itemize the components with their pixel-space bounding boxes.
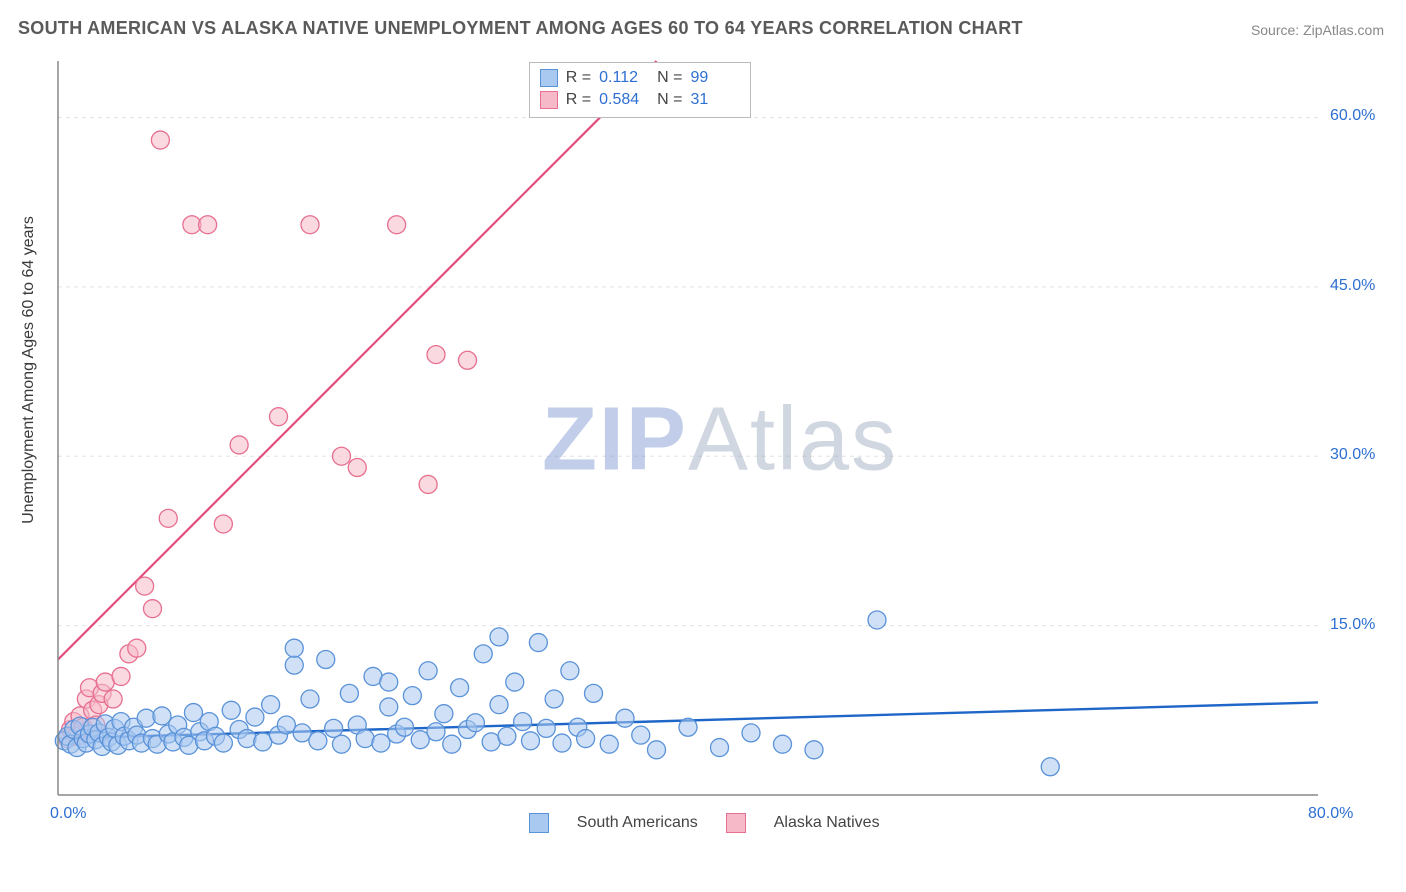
x-tick-label: 80.0% bbox=[1308, 805, 1353, 823]
n-label: N = bbox=[657, 89, 682, 111]
n-value: 31 bbox=[690, 89, 740, 111]
x-tick-label: 0.0% bbox=[50, 805, 86, 823]
legend: South Americans Alaska Natives bbox=[529, 813, 880, 833]
y-tick-label: 15.0% bbox=[1330, 616, 1375, 634]
legend-label: Alaska Natives bbox=[774, 814, 880, 832]
r-label: R = bbox=[566, 67, 591, 89]
y-axis-label: Unemployment Among Ages 60 to 64 years bbox=[20, 120, 38, 620]
y-tick-label: 60.0% bbox=[1330, 107, 1375, 125]
r-value: 0.584 bbox=[599, 89, 649, 111]
legend-label: South Americans bbox=[577, 814, 698, 832]
corr-row-south-americans: R = 0.112 N = 99 bbox=[540, 67, 741, 89]
correlation-box: R = 0.112 N = 99 R = 0.584 N = 31 bbox=[529, 62, 752, 118]
n-label: N = bbox=[657, 67, 682, 89]
chart-title: SOUTH AMERICAN VS ALASKA NATIVE UNEMPLOY… bbox=[18, 18, 1023, 39]
scatter-chart: ZIPAtlas bbox=[50, 55, 1390, 825]
r-label: R = bbox=[566, 89, 591, 111]
swatch-icon bbox=[540, 69, 558, 87]
swatch-icon bbox=[529, 813, 549, 833]
y-tick-label: 30.0% bbox=[1330, 446, 1375, 464]
swatch-icon bbox=[726, 813, 746, 833]
corr-row-alaska-natives: R = 0.584 N = 31 bbox=[540, 89, 741, 111]
swatch-icon bbox=[540, 91, 558, 109]
y-tick-label: 45.0% bbox=[1330, 277, 1375, 295]
n-value: 99 bbox=[690, 67, 740, 89]
chart-svg bbox=[50, 55, 1390, 825]
source-attribution: Source: ZipAtlas.com bbox=[1251, 22, 1384, 38]
r-value: 0.112 bbox=[599, 67, 649, 89]
